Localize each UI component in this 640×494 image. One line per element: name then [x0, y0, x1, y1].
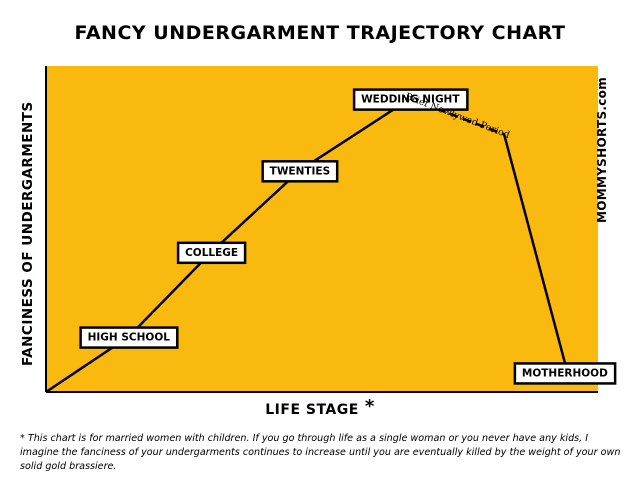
x-axis-marker: *: [364, 396, 375, 417]
stage-label-text: TWENTIES: [270, 165, 331, 177]
stage-label-box: [352, 88, 469, 111]
stage-label-twenties: TWENTIES: [261, 160, 339, 183]
x-axis-label-wrap: LIFE STAGE *: [0, 396, 640, 419]
footnote: * This chart is for married women with c…: [20, 433, 621, 472]
stage-label-box: [176, 241, 247, 265]
chart-title: FANCY UNDERGARMENT TRAJECTORY CHART: [74, 22, 566, 44]
stage-label-wedding-night: WEDDING NIGHT: [352, 88, 469, 111]
watermark: MOMMYSHORTS.com: [595, 76, 609, 224]
y-axis-label: FANCINESS OF UNDERGARMENTS: [20, 101, 36, 366]
stage-label-motherhood: MOTHERHOOD: [513, 362, 617, 385]
stage-label-college: COLLEGE: [176, 241, 247, 265]
trajectory-segment-0-1: [127, 250, 213, 338]
stage-label-box: [79, 326, 179, 349]
x-axis-label: LIFE STAGE: [265, 402, 359, 418]
stage-label-text: WEDDING NIGHT: [361, 94, 460, 106]
stage-label-box: [261, 160, 339, 183]
axes: [45, 66, 598, 393]
stage-label-text: MOTHERHOOD: [522, 367, 608, 379]
trajectory-segment-2-0: [502, 134, 567, 363]
stage-label-box: [513, 362, 617, 385]
stage-label-text: HIGH SCHOOL: [88, 332, 171, 344]
trajectory-segment-0-2: [210, 169, 301, 253]
stage-label-high-school: HIGH SCHOOL: [79, 326, 179, 349]
stage-label-text: COLLEGE: [185, 247, 238, 259]
